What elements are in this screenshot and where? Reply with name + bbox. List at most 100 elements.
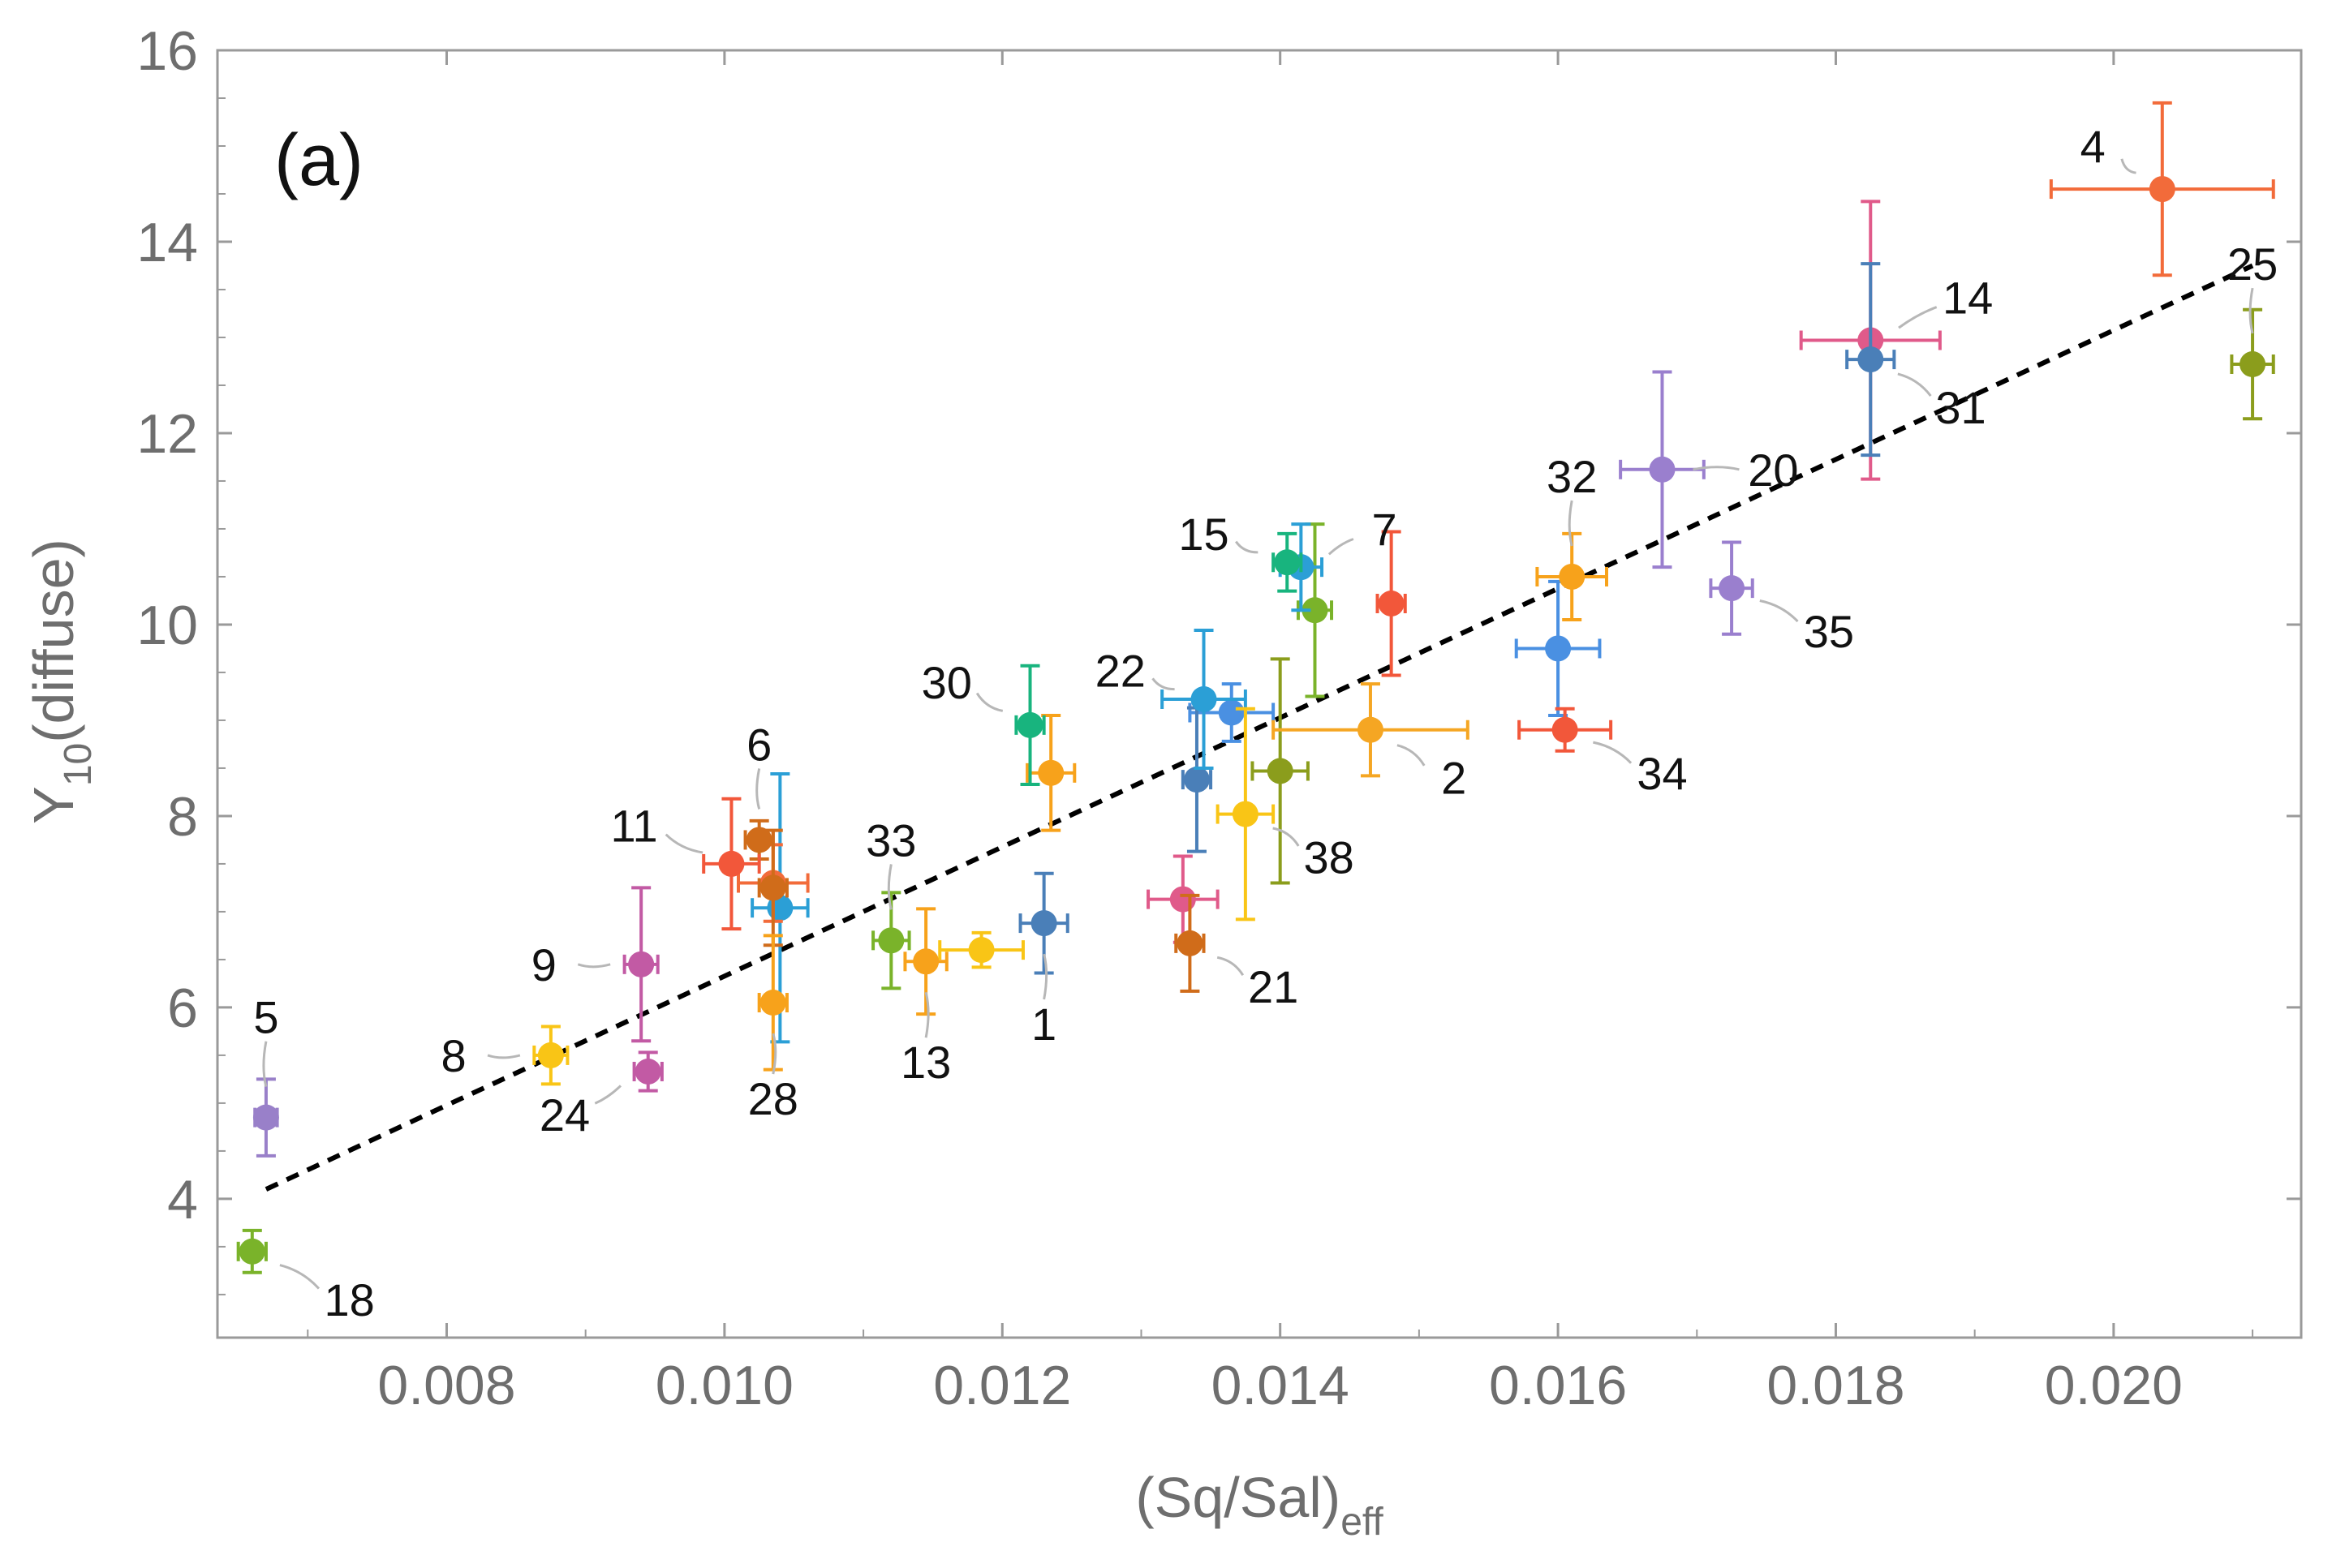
point-marker: [2149, 176, 2175, 203]
data-point-34: [1517, 707, 1613, 753]
point-marker: [759, 990, 786, 1016]
point-marker: [1719, 575, 1745, 602]
label-leader: [1897, 372, 1932, 397]
data-point-35: [1709, 540, 1754, 636]
point-label-33: 33: [866, 814, 916, 866]
label-leader: [1272, 827, 1300, 847]
point-marker: [1218, 699, 1245, 726]
y-axis-title-suffix: (diffuse): [22, 539, 85, 743]
data-point-9: [622, 886, 660, 1043]
point-label-13: 13: [901, 1037, 951, 1088]
y-tick-label: 6: [167, 977, 198, 1039]
label-leader: [665, 833, 703, 854]
label-leader: [1396, 744, 1426, 767]
data-point-21: [1174, 893, 1206, 993]
point-marker: [1274, 549, 1301, 576]
point-marker: [1378, 590, 1405, 616]
data-point-4: [2049, 101, 2275, 277]
point-label-15: 15: [1178, 509, 1228, 560]
point-marker: [746, 827, 772, 853]
point-label-11: 11: [611, 801, 658, 852]
point-label-21: 21: [1248, 961, 1298, 1012]
y-axis-title-main: Y: [22, 786, 85, 824]
point-label-18: 18: [324, 1274, 374, 1325]
data-point-6: [743, 818, 775, 861]
point-labels: 1245678911131415182021222425283031323334…: [253, 121, 2278, 1325]
point-marker: [1017, 711, 1043, 738]
point-marker: [1169, 886, 1196, 913]
data-point-33: [871, 891, 911, 990]
point-marker: [1302, 597, 1328, 624]
data-point-28: [757, 934, 789, 1072]
x-axis-title-main: (Sq/Sal): [1135, 1466, 1340, 1529]
x-tick-label: 0.018: [1766, 1355, 1904, 1416]
data-point-2: [1271, 682, 1469, 778]
y-axis-title-sub: 10: [57, 743, 100, 786]
point-marker: [1649, 456, 1676, 483]
label-leader: [924, 991, 930, 1038]
point-marker: [1551, 716, 1578, 743]
point-marker: [1857, 346, 1884, 373]
plot-frame: [216, 49, 2303, 1339]
point-label-9: 9: [531, 939, 557, 990]
data-point-24: [632, 1050, 664, 1093]
data-point-unlabeled: [938, 930, 1025, 969]
point-label-6: 6: [746, 719, 772, 770]
point-marker: [878, 927, 905, 954]
label-leader: [755, 768, 761, 810]
point-marker: [628, 951, 655, 977]
y-tick-label: 4: [167, 1169, 198, 1231]
point-label-1: 1: [1031, 999, 1056, 1050]
data-point-18: [236, 1228, 268, 1274]
point-marker: [1177, 930, 1203, 956]
y-tick-label: 12: [136, 403, 198, 465]
data-point-13: [903, 907, 949, 1016]
data-point-38: [1215, 707, 1276, 921]
label-leader: [1759, 599, 1799, 623]
point-marker: [1232, 801, 1259, 827]
point-marker: [718, 850, 745, 877]
label-leader: [1693, 466, 1740, 471]
x-tick-label: 0.014: [1211, 1355, 1349, 1416]
point-marker: [968, 937, 995, 964]
point-label-34: 34: [1637, 748, 1687, 799]
label-leader: [1151, 677, 1175, 691]
point-marker: [913, 948, 940, 975]
x-tick-label: 0.020: [2045, 1355, 2183, 1416]
point-label-2: 2: [1441, 753, 1466, 804]
label-leader: [279, 1264, 321, 1290]
label-leader: [2248, 287, 2254, 334]
data-point-5: [252, 1077, 279, 1158]
point-label-8: 8: [441, 1030, 466, 1081]
label-leader: [1327, 538, 1354, 556]
label-leader: [262, 1041, 268, 1087]
x-tick-label: 0.012: [933, 1355, 1071, 1416]
data-point-unlabeled: [1250, 657, 1310, 885]
point-label-30: 30: [922, 657, 972, 708]
data-point-20: [1619, 370, 1706, 569]
point-marker: [1190, 685, 1217, 712]
point-marker: [759, 874, 786, 901]
point-marker: [1545, 635, 1572, 662]
y-tick-label: 14: [136, 212, 198, 273]
point-marker: [1030, 910, 1057, 937]
point-label-24: 24: [540, 1089, 590, 1141]
data-point-22: [1160, 629, 1247, 770]
label-leader: [1043, 953, 1048, 1000]
point-label-20: 20: [1748, 445, 1798, 496]
data-point-unlabeled: [1375, 530, 1407, 677]
point-marker: [537, 1042, 564, 1068]
y-tick-label: 8: [167, 786, 198, 848]
data-point-11: [702, 797, 761, 931]
point-label-14: 14: [1943, 272, 1993, 323]
point-marker: [1559, 563, 1586, 590]
y-tick-label: 10: [136, 595, 198, 656]
x-axis-title: (Sq/Sal)eff: [1135, 1466, 1383, 1544]
label-leader: [887, 864, 893, 910]
label-leader: [2120, 158, 2136, 174]
label-leader: [1235, 540, 1259, 554]
y-tick-label: 16: [136, 20, 198, 82]
point-marker: [1038, 759, 1065, 786]
label-leader: [1568, 500, 1573, 547]
